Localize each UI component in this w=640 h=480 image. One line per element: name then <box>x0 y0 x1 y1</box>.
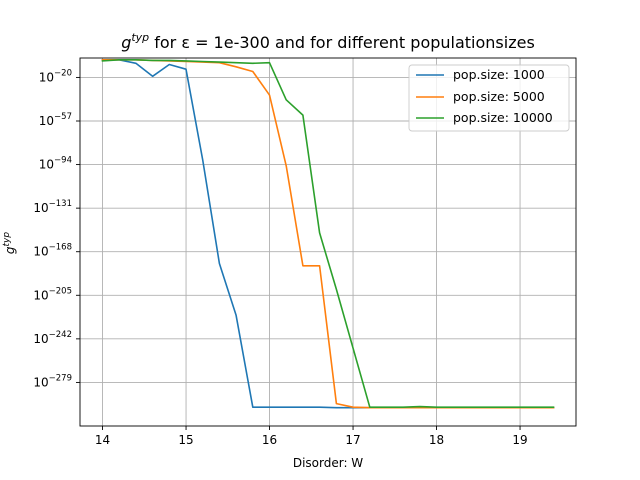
x-tick-label: 14 <box>95 433 110 447</box>
legend: pop.size: 1000 pop.size: 5000 pop.size: … <box>408 64 570 132</box>
plot-lines <box>101 58 555 409</box>
y-tick-label: 10−94 <box>39 156 72 172</box>
x-tick-label: 18 <box>429 433 444 447</box>
legend-label-10000: pop.size: 10000 <box>453 110 553 125</box>
x-tick-label: 19 <box>512 433 527 447</box>
y-tick-label: 10−168 <box>33 243 72 259</box>
series-line-pop-size-10000 <box>101 58 555 409</box>
y-axis-ticks: 10−20 10−57 10−94 10−131 10−168 10−205 10−242 1… <box>33 68 80 389</box>
x-tick-label: 15 <box>178 433 193 447</box>
legend-box <box>408 64 570 132</box>
legend-label-1000: pop.size: 1000 <box>453 67 545 82</box>
x-axis-ticks: 14 15 16 17 18 19 <box>95 426 528 447</box>
x-tick-label: 16 <box>262 433 277 447</box>
chart-title: gtyp for ε = 1e-300 and for different po… <box>121 31 535 52</box>
x-axis-label: Disorder: W <box>293 456 363 470</box>
x-tick-label: 17 <box>345 433 360 447</box>
y-tick-label: 10−20 <box>39 68 72 84</box>
y-tick-label: 10−205 <box>33 286 72 302</box>
y-tick-label: 10−57 <box>39 112 72 128</box>
y-tick-label: 10−242 <box>33 330 72 346</box>
y-axis-label: gtyp <box>2 232 17 254</box>
y-tick-label: 10−279 <box>33 373 72 389</box>
plot-frame <box>79 57 577 427</box>
legend-label-5000: pop.size: 5000 <box>453 89 545 104</box>
grid <box>80 58 576 426</box>
y-tick-label: 10−131 <box>33 199 72 215</box>
